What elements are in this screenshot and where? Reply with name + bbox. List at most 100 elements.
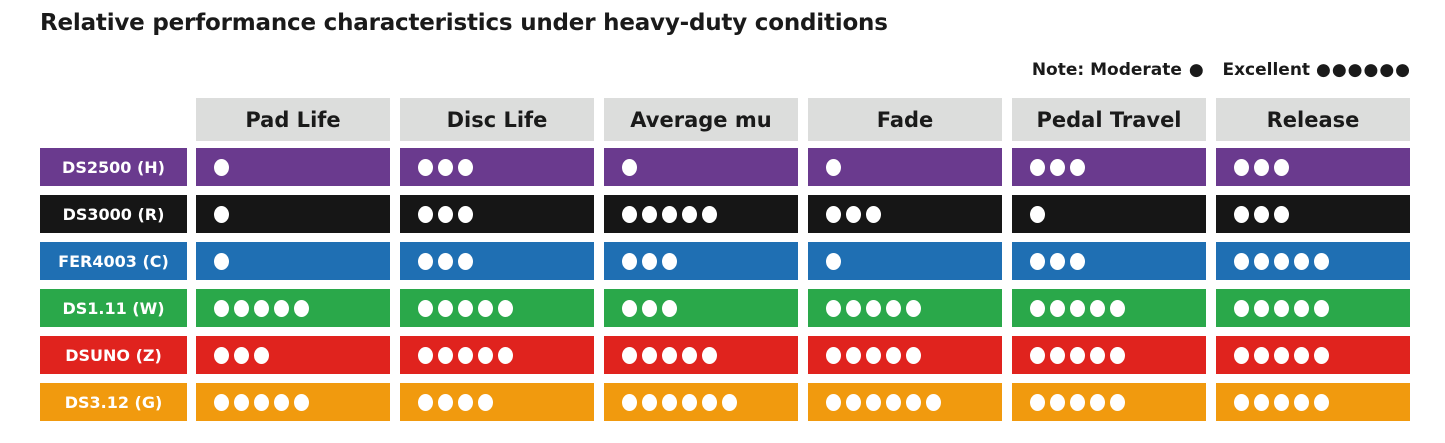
rating-dot [662,347,677,364]
rating-dot [662,206,677,223]
excellent-dots: ●●●●●● [1315,60,1411,80]
rating-dot [234,394,249,411]
rating-dot [682,206,697,223]
rating-dot [682,347,697,364]
rating-dot [1050,253,1065,270]
rating-cell [400,383,594,421]
rating-cell [1012,242,1206,280]
rating-dot [274,300,289,317]
rating-dot [826,253,841,270]
rating-dot [886,300,901,317]
rating-dot [1110,347,1125,364]
rating-cell [808,383,1002,421]
rating-dot [1314,347,1329,364]
rating-dot [1070,159,1085,176]
rating-dot [642,347,657,364]
rating-dot [1090,300,1105,317]
rating-dot [826,206,841,223]
row-label: DS1.11 (W) [40,289,187,327]
rating-cell [808,195,1002,233]
rating-dot [214,300,229,317]
rating-cell [604,148,798,186]
rating-dot [418,159,433,176]
rating-dot [1254,159,1269,176]
rating-cell [604,383,798,421]
rating-dot [458,300,473,317]
rating-cell [400,242,594,280]
rating-dot [254,394,269,411]
rating-dot [722,394,737,411]
rating-dot [866,394,881,411]
rating-dot [662,253,677,270]
rating-dot [702,347,717,364]
moderate-dots: ● [1181,60,1205,80]
rating-dot [1090,347,1105,364]
rating-cell [1012,336,1206,374]
rating-dot [906,300,921,317]
column-header: Pad Life [196,98,390,141]
rating-dot [642,206,657,223]
rating-dot [662,394,677,411]
rating-dot [1070,253,1085,270]
rating-dot [1050,300,1065,317]
rating-dot [846,206,861,223]
rating-dot [906,394,921,411]
rating-dot [1314,394,1329,411]
chart-title: Relative performance characteristics und… [40,10,888,36]
rating-dot [418,206,433,223]
rating-dot [214,206,229,223]
rating-cell [1012,289,1206,327]
rating-dot [1234,300,1249,317]
rating-dot [458,206,473,223]
rating-dot [1274,300,1289,317]
rating-cell [196,148,390,186]
column-header: Disc Life [400,98,594,141]
rating-dot [438,347,453,364]
rating-cell [196,242,390,280]
rating-dot [438,159,453,176]
rating-cell [196,195,390,233]
rating-dot [1050,347,1065,364]
rating-cell [196,383,390,421]
rating-dot [622,394,637,411]
row-label: DSUNO (Z) [40,336,187,374]
rating-dot [1030,347,1045,364]
rating-cell [1216,242,1410,280]
rating-dot [846,347,861,364]
rating-dot [254,347,269,364]
rating-dot [1294,394,1309,411]
rating-dot [1070,394,1085,411]
rating-cell [196,336,390,374]
rating-cell [1216,336,1410,374]
rating-dot [1110,394,1125,411]
row-label: DS2500 (H) [40,148,187,186]
rating-dot [214,347,229,364]
rating-cell [1012,148,1206,186]
rating-cell [1216,383,1410,421]
rating-dot [1274,253,1289,270]
rating-dot [254,300,269,317]
rating-dot [826,300,841,317]
rating-dot [1070,347,1085,364]
rating-dot [642,394,657,411]
rating-dot [1254,394,1269,411]
rating-dot [294,300,309,317]
note-label: Note: [1031,60,1085,80]
excellent-label: Excellent [1222,60,1311,80]
rating-cell [808,336,1002,374]
rating-dot [1234,394,1249,411]
rating-dot [702,394,717,411]
row-label: DS3000 (R) [40,195,187,233]
rating-dot [274,394,289,411]
rating-dot [1254,253,1269,270]
rating-dot [622,253,637,270]
rating-dot [1294,300,1309,317]
rating-dot [1274,206,1289,223]
rating-dot [1294,347,1309,364]
rating-dot [1274,394,1289,411]
rating-dot [642,253,657,270]
rating-dot [1314,300,1329,317]
rating-dot [498,300,513,317]
rating-dot [478,394,493,411]
rating-dot [826,394,841,411]
